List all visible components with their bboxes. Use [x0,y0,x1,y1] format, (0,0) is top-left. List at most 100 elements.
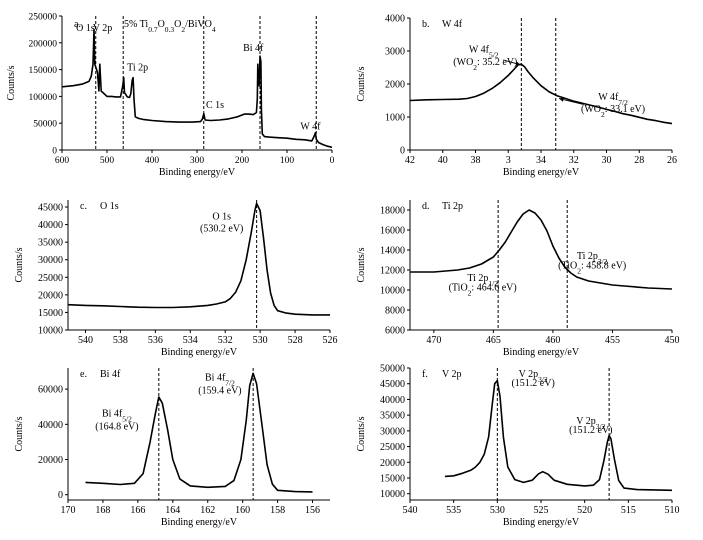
x-tick-label: 515 [621,505,636,516]
peak-annotation: Ti 2p [127,63,148,74]
panel-label: c. [80,201,87,212]
peak-annotation: (WO2: 33.1 eV) [581,104,645,119]
peak-annotation: (TiO2: 464.6 eV) [449,283,517,298]
x-tick-label: 510 [665,505,680,516]
y-tick-label: 16000 [380,226,405,237]
peak-annotation: W 4f [300,122,321,133]
x-tick-label: 164 [165,505,180,516]
panel-label: d. [422,201,430,212]
peak-annotation: O 1s [76,23,95,34]
y-axis-label: Counts/s [356,66,367,101]
panel-c: 540 538 536 534 532 530 528 526 10000 15000 20000 2… [14,200,338,358]
spectrum-line [410,209,673,290]
x-tick-label: 40 [438,155,448,166]
y-axis-label: Counts/s [356,247,367,282]
x-tick-label: 166 [130,505,145,516]
arrow-head [515,61,521,66]
y-axis-label: Counts/s [14,247,25,282]
x-tick-label: 526 [323,335,338,346]
x-tick-label: 536 [148,335,163,346]
peak-annotation: (WO2: 35.2 eV) [453,57,517,72]
y-tick-label: 15000 [38,308,63,319]
x-tick-label: 600 [55,156,70,166]
y-tick-label: 1000 [385,113,405,124]
y-tick-label: 14000 [380,246,405,257]
y-tick-label: 250000 [29,13,58,23]
y-tick-label: 0 [400,146,405,157]
x-tick-label: 538 [113,335,128,346]
peak-annotation: Bi 4f5/2 [102,408,132,423]
x-axis-label: Binding energy/eV [503,167,580,178]
peak-annotation: V 2p3/2 [576,416,605,431]
x-tick-label: 470 [426,335,441,346]
y-tick-label: 200000 [29,39,58,49]
y-tick-label: 40000 [380,395,405,406]
x-tick-label: 532 [218,335,233,346]
y-tick-label: 0 [58,490,63,501]
panel-label: a. [74,19,81,30]
x-tick-label: 30 [602,155,612,166]
x-tick-label: 465 [486,335,501,346]
y-tick-label: 20000 [380,458,405,469]
y-tick-label: 50000 [33,120,57,130]
x-tick-label: 534 [183,335,198,346]
x-tick-label: 158 [270,505,285,516]
y-tick-label: 40000 [38,420,63,431]
peak-annotation: (151.2 eV) [511,378,554,389]
y-tick-label: 30000 [38,255,63,266]
y-tick-label: 45000 [38,203,63,214]
y-tick-label: 35000 [38,238,63,249]
y-tick-label: 12000 [380,266,405,277]
y-tick-label: 18000 [380,206,405,217]
x-tick-label: 42 [405,155,415,166]
y-tick-label: 10000 [380,489,405,500]
x-tick-label: 520 [577,505,592,516]
y-axis-label: Counts/s [356,416,367,451]
y-tick-label: 50000 [380,364,405,375]
y-tick-label: 10000 [38,326,63,337]
y-tick-label: 100000 [29,93,58,103]
y-tick-label: 40000 [38,220,63,231]
axes-frame [61,16,332,151]
y-tick-label: 8000 [385,306,405,317]
peak-annotation: O 1s [212,211,231,222]
y-tick-label: 60000 [38,385,63,396]
peak-annotation: Bi 4f7/2 [205,372,235,387]
y-tick-label: 30000 [380,426,405,437]
y-tick-label: 15000 [380,474,405,485]
x-tick-label: 32 [569,155,579,166]
panel-a: 600 500 400 300 200 100 0 0 50000 100000 150000 200… [6,13,335,179]
y-tick-label: 3000 [385,47,405,58]
panel-title: Bi 4f [100,369,121,380]
panel-f: 540 535 530 525 520 515 510 10000 15000 20000 2500… [356,364,680,529]
x-tick-label: 170 [61,505,76,516]
x-tick-label: 500 [100,156,115,166]
peak-annotation: (159.4 eV) [198,386,241,397]
panel-title: 5% Ti0.7O0.3O2/BiVO4 [124,19,216,34]
spectrum-line [444,379,673,492]
spectrum-line [61,28,333,149]
x-tick-label: 3 [506,155,511,166]
peak-annotation: (151.2 eV) [569,425,612,436]
spectrum-line [67,202,330,316]
peak-annotation: Ti 2p3/2 [577,251,608,266]
x-tick-label: 28 [634,155,644,166]
x-tick-label: 38 [471,155,481,166]
y-tick-label: 6000 [385,326,405,337]
panel-e: 170 168 166 164 162 160 158 156 0 20000 40000 60000… [14,368,330,528]
x-tick-label: 530 [253,335,268,346]
peak-annotation: (530.2 eV) [200,224,243,235]
peak-annotation: W 4f5/2 [469,45,499,60]
x-tick-label: 156 [305,505,320,516]
panel-label: f. [422,369,428,380]
y-tick-label: 2000 [385,80,405,91]
spectrum-line [409,63,673,125]
x-tick-label: 400 [145,156,160,166]
y-axis-label: Counts/s [14,416,25,451]
y-tick-label: 25000 [380,442,405,453]
x-tick-label: 0 [330,156,335,166]
peak-annotation: W 4f7/2 [598,92,628,107]
x-axis-label: Binding energy/eV [161,517,238,528]
peak-annotation: (TiO2: 458.8 eV) [558,261,626,276]
